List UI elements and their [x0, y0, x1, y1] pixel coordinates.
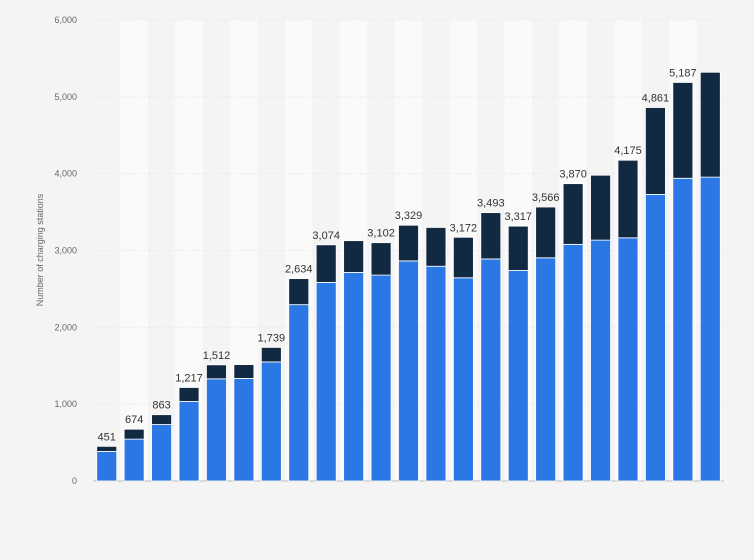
data-label: 1,512	[203, 350, 231, 362]
y-tick-label: 1,000	[54, 399, 77, 409]
bar-segment-series-2[interactable]	[699, 71, 721, 178]
bar-segment-series-2[interactable]	[425, 227, 447, 267]
data-label: 863	[152, 400, 170, 412]
bar-segment-series-2[interactable]	[123, 428, 145, 440]
data-label: 1,217	[175, 372, 203, 384]
bar-segment-series-1[interactable]	[452, 277, 474, 482]
data-label: 5,187	[669, 67, 697, 79]
y-tick-label: 4,000	[54, 169, 77, 179]
bar-segment-series-1[interactable]	[645, 194, 666, 482]
bar-segment-series-2[interactable]	[480, 212, 502, 260]
y-axis-tick-labels: 0 1,000 2,000 3,000 4,000 5,000 6,000	[54, 15, 77, 486]
bar-segment-series-2[interactable]	[178, 387, 200, 402]
y-tick-label: 6,000	[54, 15, 77, 25]
bar-segment-series-1[interactable]	[206, 378, 227, 482]
bar-segment-series-1[interactable]	[672, 177, 694, 482]
bar-segment-series-1[interactable]	[315, 281, 337, 482]
bar-segment-series-2[interactable]	[288, 278, 310, 306]
bar-segment-series-1[interactable]	[562, 243, 584, 482]
bar-segment-series-2[interactable]	[507, 225, 529, 271]
bar-segment-series-2[interactable]	[260, 346, 282, 363]
bar-segment-series-1[interactable]	[617, 237, 639, 482]
data-label: 3,102	[367, 228, 395, 240]
data-label: 4,175	[614, 145, 642, 157]
bars	[96, 71, 721, 482]
data-label: 3,317	[504, 211, 532, 223]
bar-segment-series-2[interactable]	[370, 242, 392, 276]
bar-segment-series-1[interactable]	[699, 176, 721, 482]
bar-segment-series-2[interactable]	[233, 364, 255, 379]
bar-segment-series-2[interactable]	[672, 82, 694, 179]
bar-segment-series-2[interactable]	[562, 183, 584, 245]
bar-segment-series-2[interactable]	[535, 206, 557, 259]
data-label: 1,739	[258, 332, 286, 344]
column-band	[120, 20, 148, 481]
bar-segment-series-2[interactable]	[343, 240, 365, 273]
bar-segment-series-2[interactable]	[151, 414, 172, 425]
bar-segment-series-2[interactable]	[452, 236, 474, 279]
data-label: 3,172	[450, 222, 478, 234]
y-tick-label: 2,000	[54, 322, 77, 332]
bar-segment-series-1[interactable]	[233, 378, 255, 482]
bar-segment-series-1[interactable]	[178, 401, 200, 482]
bar-segment-series-1[interactable]	[425, 265, 447, 482]
bar-segment-series-1[interactable]	[535, 257, 557, 482]
bar-segment-series-1[interactable]	[507, 270, 529, 482]
y-tick-label: 5,000	[54, 92, 77, 102]
data-label: 3,870	[559, 169, 587, 181]
bar-segment-series-1[interactable]	[480, 258, 502, 482]
bar-segment-series-1[interactable]	[398, 260, 419, 482]
data-label: 3,566	[532, 192, 560, 204]
data-label: 3,493	[477, 198, 505, 210]
bar-segment-series-2[interactable]	[617, 159, 639, 239]
bar-segment-series-1[interactable]	[96, 451, 118, 482]
bar-segment-series-2[interactable]	[96, 445, 118, 452]
data-label: 451	[98, 431, 116, 443]
data-label: 3,074	[312, 230, 340, 242]
bar-segment-series-2[interactable]	[398, 224, 419, 262]
y-tick-label: 0	[72, 476, 77, 486]
bar-segment-series-1[interactable]	[343, 271, 365, 482]
data-label: 3,329	[395, 210, 423, 222]
bar-segment-series-1[interactable]	[370, 274, 392, 482]
bar-segment-series-2[interactable]	[590, 174, 611, 241]
bar-segment-series-1[interactable]	[288, 304, 310, 482]
bar-segment-series-2[interactable]	[645, 107, 666, 195]
bar-segment-series-1[interactable]	[590, 239, 611, 482]
bar-segment-series-2[interactable]	[315, 244, 337, 283]
y-axis-title: Number of charging stations	[35, 193, 45, 306]
data-label: 2,634	[285, 264, 313, 276]
y-tick-label: 3,000	[54, 246, 77, 256]
bar-segment-series-1[interactable]	[151, 424, 172, 482]
bar-segment-series-1[interactable]	[123, 438, 145, 482]
data-label: 674	[125, 414, 143, 426]
data-label: 4,861	[642, 93, 670, 105]
bar-segment-series-1[interactable]	[260, 361, 282, 482]
bar-segment-series-2[interactable]	[206, 364, 227, 380]
